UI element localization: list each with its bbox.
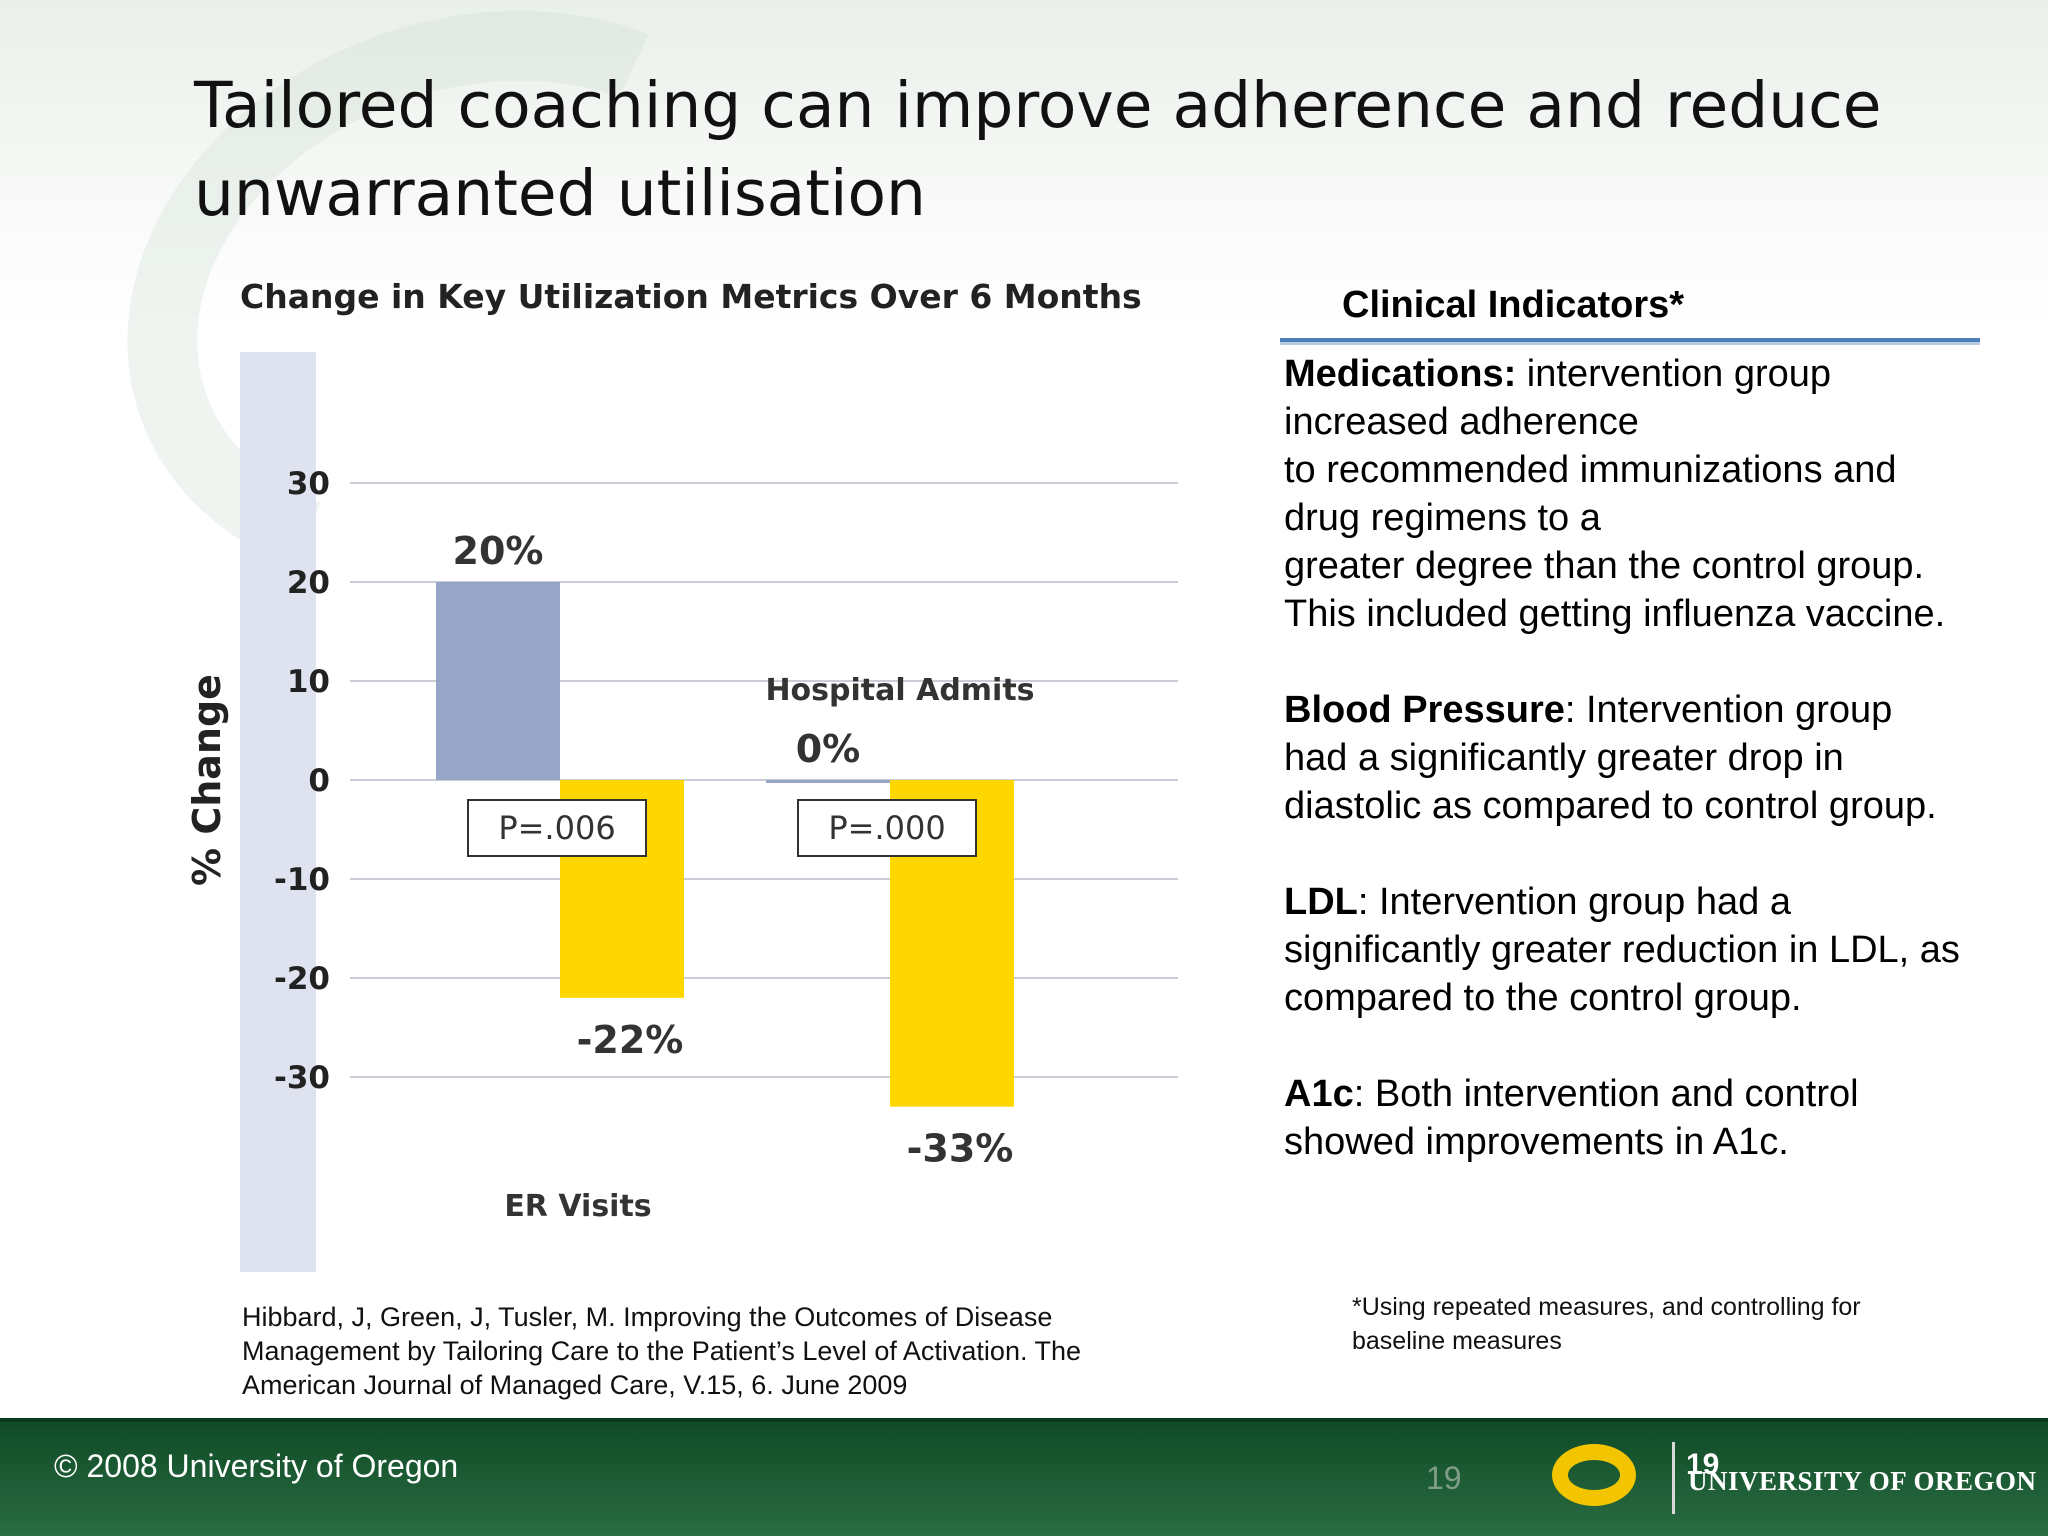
slide-title: Tailored coaching can improve adherence … bbox=[194, 69, 1882, 230]
clinical-footnote: *Using repeated measures, and controllin… bbox=[1352, 1293, 1861, 1355]
indicator-text: : Both intervention and control showed i… bbox=[1284, 1073, 1859, 1163]
indicator-term: A1c bbox=[1284, 1073, 1354, 1115]
indicator-term: LDL bbox=[1284, 881, 1358, 923]
y-tick-label: -20 bbox=[274, 961, 330, 997]
indicator-ldl: LDL: Intervention group had a significan… bbox=[1284, 878, 1964, 1022]
y-tick-label: -10 bbox=[274, 862, 330, 898]
logo-divider bbox=[1672, 1442, 1675, 1514]
y-axis-label: % Change bbox=[185, 674, 229, 886]
indicator-medications: Medications: intervention group increase… bbox=[1284, 350, 1964, 638]
page-number-overlay: 19 bbox=[1686, 1448, 1720, 1481]
clinical-indicators-body: Medications: intervention group increase… bbox=[1284, 350, 1964, 1214]
indicator-term: Blood Pressure bbox=[1284, 689, 1565, 731]
copyright-text: © 2008 University of Oregon bbox=[54, 1448, 459, 1484]
bar-value-label: -22% bbox=[577, 1018, 684, 1062]
indicator-blood-pressure: Blood Pressure: Intervention group had a… bbox=[1284, 686, 1964, 830]
footer-divider bbox=[0, 1418, 2048, 1422]
indicator-text: : Intervention group had a significantly… bbox=[1284, 689, 1937, 827]
indicator-text: : Intervention group had a significantly… bbox=[1284, 881, 1960, 1019]
p-value-box bbox=[797, 799, 977, 857]
university-o-logo-icon bbox=[1552, 1444, 1636, 1506]
bar-value-label: 20% bbox=[453, 529, 544, 573]
chart-title: Change in Key Utilization Metrics Over 6… bbox=[240, 277, 1142, 316]
p-value-label: P=.006 bbox=[498, 809, 615, 847]
utilization-chart: Change in Key Utilization Metrics Over 6… bbox=[170, 260, 1190, 1300]
footer-bar: © 2008 University of Oregon 19 UNIVERSIT… bbox=[0, 1418, 2048, 1536]
indicator-term: Medications: bbox=[1284, 353, 1517, 395]
y-tick-label: -30 bbox=[274, 1060, 330, 1096]
page-number: 19 bbox=[1426, 1460, 1462, 1496]
p-value-box bbox=[467, 799, 647, 857]
category-label-hospital-admits: Hospital Admits bbox=[765, 673, 1034, 708]
indicator-text: to recommended immunizations and drug re… bbox=[1284, 449, 1897, 539]
y-tick-label: 0 bbox=[308, 763, 330, 799]
y-tick-label: 10 bbox=[287, 664, 330, 700]
category-label-er-visits: ER Visits bbox=[504, 1189, 651, 1224]
y-tick-label: 20 bbox=[287, 565, 330, 601]
bar-value-label: -33% bbox=[907, 1127, 1014, 1171]
y-axis-band bbox=[240, 352, 316, 1272]
bar-value-label: 0% bbox=[796, 727, 861, 771]
clinical-indicators-rule bbox=[1280, 338, 1980, 345]
indicator-text: greater degree than the control group. T… bbox=[1284, 545, 1946, 635]
chart-svg: Change in Key Utilization Metrics Over 6… bbox=[185, 277, 1178, 1272]
university-wordmark: UNIVERSITY OF OREGON bbox=[1688, 1466, 2037, 1496]
clinical-indicators-title: Clinical Indicators* bbox=[1342, 284, 1685, 326]
bar bbox=[436, 582, 560, 780]
y-tick-label: 30 bbox=[287, 466, 330, 502]
p-value-label: P=.000 bbox=[828, 809, 945, 847]
indicator-a1c: A1c: Both intervention and control showe… bbox=[1284, 1070, 1964, 1166]
citation: Hibbard, J, Green, J, Tusler, M. Improvi… bbox=[242, 1302, 1082, 1400]
bar bbox=[766, 780, 890, 783]
indicator-text: intervention group increased adherence bbox=[1284, 353, 1832, 443]
